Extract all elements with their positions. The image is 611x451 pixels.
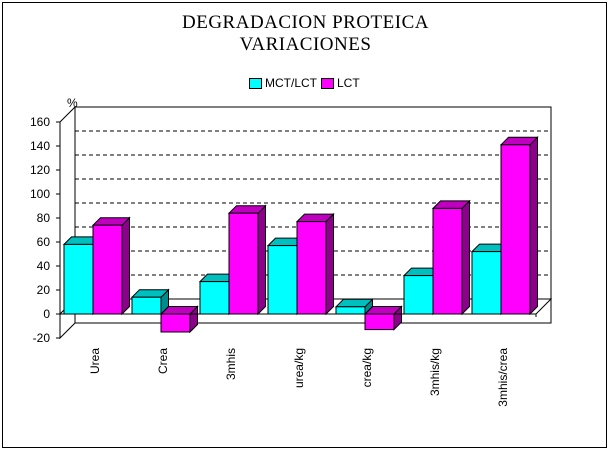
chart-legend: MCT/LCT LCT [249, 75, 364, 91]
bar-mct-lct-crea-kg [335, 306, 366, 315]
y-tick-label-100: 100 [30, 187, 50, 201]
y-tick-label-20: 20 [37, 283, 51, 297]
y-tick-label-140: 140 [30, 139, 50, 153]
bar-lct-3mhis-crea-side [529, 136, 538, 316]
y-tick-label-160: 160 [30, 115, 50, 129]
y-tick-label-m20: -20 [33, 331, 51, 345]
bar-lct-3mhis [228, 212, 259, 315]
bar-mct-lct-3mhis [199, 281, 230, 315]
bar-lct-urea-side [121, 216, 130, 316]
chart-title-line-2: VARIACIONES [239, 34, 372, 55]
bar-lct-3mhis-crea [500, 144, 531, 315]
x-tick-label-3mhis-crea: 3mhis/crea [496, 348, 510, 407]
bar-mct-lct-3mhis-kg [403, 275, 434, 315]
y-tick-label-40: 40 [37, 259, 51, 273]
y-tick-label-120: 120 [30, 163, 50, 177]
bar-lct-crea-kg [364, 313, 395, 331]
bar-mct-lct-3mhis-crea [471, 251, 502, 315]
chart-plot-area: -20 0 20 40 60 80 100 120 140 160% Urea Crea 3mhis ur… [30, 96, 553, 407]
legend-item-lct: LCT [321, 76, 360, 90]
bar-lct-urea [92, 224, 123, 315]
y-tick-label-0: 0 [43, 307, 50, 321]
bar-mct-lct-urea [63, 243, 94, 315]
x-tick-label-crea: Crea [156, 348, 170, 374]
bar-lct-3mhis-kg [432, 207, 463, 315]
bar-lct-urea-kg-side [325, 212, 334, 316]
legend-swatch-lct [321, 77, 334, 89]
chart-frame: DEGRADACION PROTEICA VARIACIONES MCT/LCT… [2, 2, 607, 448]
x-tick-label-crea-kg: crea/kg [360, 348, 374, 387]
legend-swatch-mct-lct [249, 77, 262, 89]
bar-lct-3mhis-side [257, 204, 266, 316]
chart-title: DEGRADACION PROTEICA VARIACIONES [3, 12, 608, 56]
bar-lct-crea [160, 313, 191, 333]
bar-mct-lct-urea-kg [267, 245, 298, 315]
bar-lct-3mhis-kg-side [461, 199, 470, 316]
y-tick-label-80: 80 [37, 211, 51, 225]
bar-mct-lct-crea [131, 296, 162, 315]
x-tick-label-3mhis: 3mhis [224, 348, 238, 380]
y-axis-label: % [67, 96, 78, 110]
legend-item-mct-lct: MCT/LCT [249, 76, 317, 90]
x-tick-label-3mhis-kg: 3mhis/kg [428, 348, 442, 396]
x-tick-label-urea-kg: urea/kg [292, 348, 306, 388]
legend-label-lct: LCT [337, 76, 360, 90]
legend-label-mct-lct: MCT/LCT [265, 76, 317, 90]
bar-lct-urea-kg [296, 221, 327, 315]
x-tick-label-urea: Urea [88, 348, 102, 374]
chart-title-line-1: DEGRADACION PROTEICA [182, 12, 429, 33]
y-tick-label-60: 60 [37, 235, 51, 249]
